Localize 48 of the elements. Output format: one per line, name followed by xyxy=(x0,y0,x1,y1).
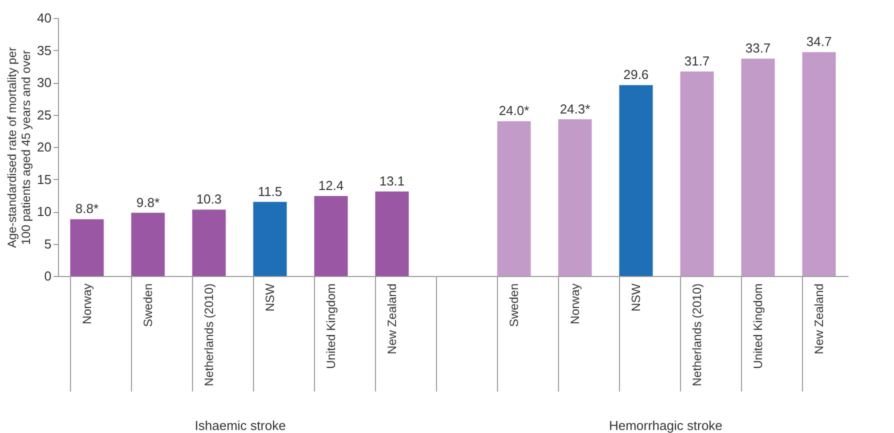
y-axis-title: Age-standardised rate of mortality per 100 patients aged 45 years and over xyxy=(5,47,34,248)
bar xyxy=(802,52,836,276)
bar xyxy=(253,202,287,276)
x-tick-label: Netherlands (2010) xyxy=(202,284,216,386)
x-tick-label: Norway xyxy=(568,284,582,324)
bar xyxy=(680,72,714,276)
y-tick-label: 30 xyxy=(37,75,52,90)
bar xyxy=(131,212,165,276)
y-tick-label: 40 xyxy=(37,10,52,26)
text: Hemorrhagic stroke xyxy=(608,418,722,433)
bar xyxy=(558,119,592,276)
data-label: 11.5 xyxy=(258,184,282,199)
x-tick-label: NSW xyxy=(262,282,277,312)
y-tick-label: 15 xyxy=(37,172,52,187)
data-label: 24.3* xyxy=(560,101,590,116)
x-tick-label: Sweden xyxy=(507,284,522,327)
x-tick-label: Norway xyxy=(80,284,94,324)
data-label: 9.8* xyxy=(136,194,160,210)
data-label: 13.1 xyxy=(379,174,405,189)
x-tick-label: United Kingdom xyxy=(324,284,338,369)
y-tick-label: 0 xyxy=(44,268,52,284)
bar xyxy=(375,192,409,276)
bar xyxy=(192,210,226,276)
data-label: 33.7 xyxy=(745,40,771,56)
y-tick-label: 5 xyxy=(44,236,52,252)
x-tick-label: NSW xyxy=(629,282,644,312)
data-label: 29.6 xyxy=(623,67,649,82)
data-label: 31.7 xyxy=(684,54,710,69)
bar xyxy=(314,196,348,276)
data-label: 12.4 xyxy=(318,178,344,194)
data-label: 24.0* xyxy=(498,103,530,118)
data-label: 10.3 xyxy=(196,192,222,207)
x-tick-label: United Kingdom xyxy=(751,284,766,369)
x-tick-label: New Zealand xyxy=(384,284,399,354)
bar xyxy=(70,219,104,276)
text: Ishaemic stroke xyxy=(194,418,286,433)
bar xyxy=(741,58,775,276)
data-label: 34.7 xyxy=(806,34,832,50)
y-tick-label: 25 xyxy=(37,107,52,122)
y-tick-label: 20 xyxy=(37,140,52,154)
y-tick-label: 10 xyxy=(37,204,52,219)
x-tick-label: Sweden xyxy=(140,284,155,327)
x-tick-label: Netherlands (2010) xyxy=(690,284,704,386)
y-tick-label: 35 xyxy=(37,42,52,58)
bar xyxy=(619,85,653,276)
x-tick-label: New Zealand xyxy=(812,284,826,354)
data-label: 8.8* xyxy=(75,201,99,216)
bar xyxy=(497,121,531,276)
